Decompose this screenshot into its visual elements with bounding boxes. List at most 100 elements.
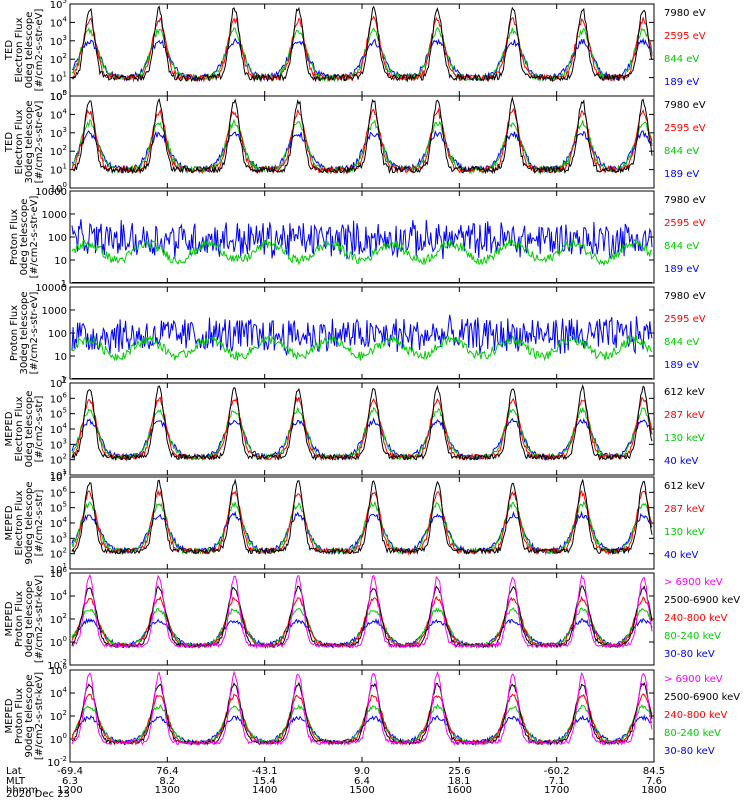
legend-entry: 30-80 keV: [664, 649, 715, 660]
y-tick-label: 10: [54, 352, 67, 363]
y-tick-label: 106: [50, 566, 68, 580]
legend-entry: 844 eV: [664, 241, 699, 252]
y-axis-label-line: Proton Flux: [9, 209, 20, 265]
y-tick-label: 102: [50, 144, 67, 158]
y-axis-label: MEPED Proton Flux 90deg telescope [#/cm2-s-…: [4, 672, 45, 760]
legend-entry: 130 keV: [664, 433, 705, 444]
legend-entry: 189 eV: [664, 264, 699, 275]
y-tick-label: 100: [50, 732, 67, 746]
y-tick-label: 103: [50, 126, 67, 140]
y-axis-label: Proton Flux 30deg telescope [#/cm2-s-str-e…: [9, 291, 40, 374]
x-tick-label-hhmm: 1400: [252, 785, 277, 796]
y-axis-label-line: [#/cm2-s-str-eV]: [29, 196, 40, 279]
y-tick-label: 107: [50, 470, 67, 484]
y-axis-label-line: Proton Flux: [14, 688, 25, 744]
y-tick-label: 104: [50, 589, 68, 603]
x-axis-row-label: Lat: [6, 766, 22, 777]
y-axis-label-line: 0deg telescope: [24, 12, 35, 89]
y-axis-label-line: MEPED: [4, 698, 15, 733]
y-tick-label: 100: [50, 635, 67, 649]
y-axis-label-line: [#/cm2-s-str-eV]: [34, 101, 45, 184]
panel-frame: [69, 476, 655, 570]
legend-entry: 40 keV: [664, 456, 698, 467]
legend-entry: 130 keV: [664, 527, 705, 538]
y-axis-label-line: [#/cm2-s-str-eV]: [29, 292, 40, 375]
y-tick-label: 100: [48, 329, 67, 340]
y-tick-label: 104: [50, 107, 68, 121]
y-axis-label: MEPED Proton Flux 0deg telescope [#/cm2-s-s…: [4, 575, 45, 663]
x-tick-label-mlt: 18.1: [448, 776, 470, 787]
y-tick-label: 101: [50, 163, 67, 177]
y-tick-label: 10-2: [47, 658, 67, 672]
x-axis-row-label: hhmm: [6, 785, 38, 796]
y-tick-label: 106: [50, 391, 68, 405]
x-tick-label-lat: 84.5: [643, 766, 665, 777]
series-trace-1: [71, 5, 653, 83]
y-tick-label: 1: [61, 279, 67, 290]
panel-frame: [69, 669, 655, 763]
y-axis-label-line: 30deg telescope: [24, 100, 35, 183]
y-tick-label: 104: [50, 15, 68, 29]
y-axis-label-line: MEPED: [4, 411, 15, 446]
legend-entry: 612 keV: [664, 387, 705, 398]
series-trace-1: [71, 96, 653, 175]
legend-entry: 7980 eV: [664, 8, 706, 19]
y-axis-label-line: Electron Flux: [14, 17, 25, 82]
legend-entry: 80-240 keV: [664, 631, 721, 642]
y-tick-label: 104: [50, 422, 68, 436]
legend-entry: 844 eV: [664, 337, 699, 348]
panel-7: 10-2 100 102 104 106 MEPED Proton Flux 0deg tel…: [4, 566, 740, 672]
y-axis-label: TED Electron Flux 0deg telescope [#/cm2-s-s…: [4, 9, 45, 92]
y-axis-label-line: Proton Flux: [9, 305, 20, 361]
y-axis-label-line: TED: [4, 40, 15, 61]
panel-frame: [69, 382, 655, 476]
y-tick-label: 105: [50, 89, 67, 103]
series-trace-3: [71, 693, 653, 747]
y-axis-label-line: 0deg telescope: [24, 391, 35, 468]
y-axis-label: MEPED Electron Flux 0deg telescope [#/cm2-s…: [4, 391, 45, 468]
y-tick-label: 101: [50, 468, 67, 482]
legend-entry: 40 keV: [664, 550, 698, 561]
y-tick-label: 100: [48, 233, 67, 244]
panel-8: 10-2 100 102 104 106 MEPED Proton Flux 90deg te…: [4, 663, 740, 769]
y-tick-label: 105: [50, 407, 67, 421]
y-axis-label-line: [#/cm2-s-str]: [34, 489, 45, 556]
series-trace-1: [71, 573, 653, 649]
legend-entry: 30-80 keV: [664, 746, 715, 757]
y-axis-label-line: [#/cm2-s-str-eV]: [34, 9, 45, 92]
y-tick-label: 106: [50, 485, 68, 499]
y-axis-label-line: Proton Flux: [14, 591, 25, 647]
x-tick-label-hhmm: 1700: [544, 785, 569, 796]
x-tick-label-lat: -43.1: [252, 766, 278, 777]
legend-entry: 2595 eV: [664, 31, 706, 42]
x-tick-label-mlt: 6.3: [62, 776, 78, 787]
x-tick-label-hhmm: 1300: [155, 785, 180, 796]
legend-entry: 2595 eV: [664, 218, 706, 229]
x-axis-row-label: MLT: [6, 776, 26, 787]
legend-entry: 2500-6900 keV: [664, 595, 740, 606]
panel-frame: [69, 95, 655, 189]
y-axis-label: Proton Flux 0deg telescope [#/cm2-s-str-eV…: [9, 196, 40, 279]
x-tick-label-mlt: 7.1: [549, 776, 565, 787]
y-axis-label-line: MEPED: [4, 505, 15, 540]
x-tick-label-lat: -69.4: [57, 766, 83, 777]
x-tick-label-lat: 76.4: [156, 766, 178, 777]
y-tick-label: 103: [50, 531, 67, 545]
y-axis-label-line: Electron Flux: [14, 490, 25, 555]
legend-entry: 240-800 keV: [664, 613, 728, 624]
y-axis-label-line: [#/cm2-s-str]: [34, 395, 45, 462]
x-tick-label-hhmm: 1800: [641, 785, 666, 796]
series-trace-1: [71, 670, 653, 746]
x-tick-label-lat: 25.6: [448, 766, 470, 777]
y-axis-label-line: 30deg telescope: [19, 291, 30, 374]
y-tick-label: 10000: [35, 187, 67, 198]
legend-entry: 2595 eV: [664, 314, 706, 325]
y-tick-label: 102: [50, 612, 67, 626]
y-tick-label: 102: [50, 453, 67, 467]
y-axis-label-line: 0deg telescope: [24, 581, 35, 658]
y-tick-label: 10: [54, 256, 67, 267]
y-axis-label-line: 0deg telescope: [19, 199, 30, 276]
